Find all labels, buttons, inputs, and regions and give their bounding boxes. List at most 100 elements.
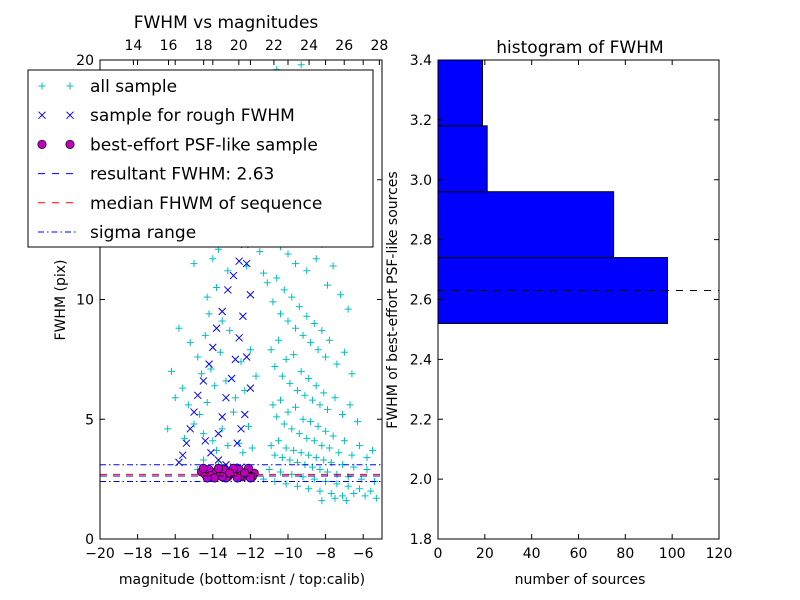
data-point-plus (205, 310, 213, 318)
data-point-cross (199, 377, 208, 385)
data-point-plus (276, 310, 284, 318)
legend-cross-marker (66, 111, 74, 120)
data-point-cross (190, 408, 198, 416)
data-point-plus (293, 458, 301, 466)
x-tick-label: −12 (236, 546, 266, 562)
legend-label: resultant FWHM: 2.63 (90, 165, 274, 185)
legend-circle-marker (37, 139, 47, 149)
legend-label: all sample (90, 77, 177, 97)
x-tick-label: −10 (273, 546, 303, 562)
data-point-plus (284, 250, 292, 258)
data-point-plus (316, 466, 324, 474)
data-point-plus (312, 255, 320, 263)
x-tick-label: −14 (198, 546, 228, 562)
data-point-plus (297, 367, 305, 375)
x-tick-label: 80 (616, 546, 634, 562)
data-point-plus (252, 372, 260, 380)
data-point-plus (209, 255, 217, 263)
y-tick-label: 2.0 (410, 472, 432, 488)
histogram-bar (437, 59, 483, 127)
data-point-plus (271, 363, 279, 371)
data-point-plus (288, 425, 296, 433)
data-point-plus (314, 422, 322, 430)
legend-item: median FHWM of sequence (38, 194, 322, 214)
data-point-plus (280, 286, 288, 294)
data-point-plus (288, 470, 296, 478)
data-point-plus (175, 324, 183, 332)
data-point-cross (246, 290, 255, 299)
data-point-plus (310, 319, 318, 327)
data-point-plus (329, 432, 337, 440)
data-point-plus (299, 473, 307, 481)
data-point-plus (312, 382, 320, 390)
data-point-cross (182, 439, 191, 448)
data-point-plus (218, 425, 226, 433)
data-point-plus (198, 370, 206, 378)
data-point-plus (305, 485, 313, 493)
data-point-plus (318, 327, 326, 335)
data-point-plus (199, 456, 207, 464)
data-point-plus (292, 403, 300, 411)
data-point-cross (212, 324, 221, 333)
data-point-plus (203, 293, 211, 301)
data-point-plus (363, 466, 371, 474)
data-point-plus (316, 487, 324, 495)
data-point-plus (164, 425, 172, 433)
data-point-plus (325, 444, 333, 452)
data-point-plus (280, 420, 288, 428)
data-point-plus (276, 468, 284, 476)
data-point-cross (242, 353, 251, 361)
x-tick-label: 0 (434, 546, 443, 562)
data-point-plus (167, 367, 175, 375)
data-point-cross (193, 391, 202, 400)
data-point-plus (303, 267, 311, 275)
data-point-plus (273, 413, 281, 421)
data-point-plus (224, 267, 232, 275)
data-point-plus (194, 353, 202, 361)
scatter-x-label: magnitude (bottom:isnt / top:calib) (119, 572, 365, 588)
data-point-cross (235, 257, 243, 266)
data-point-plus (282, 480, 290, 488)
data-point-plus (201, 331, 209, 339)
y-tick-label: 2.8 (410, 233, 432, 249)
data-point-plus (299, 331, 307, 339)
data-point-cross (205, 360, 213, 369)
top-tick-label: 16 (160, 38, 178, 54)
legend-item: sample for rough FWHM (38, 106, 295, 126)
data-point-cross (178, 451, 187, 460)
data-point-plus (350, 489, 358, 497)
x-tick-label: −16 (160, 546, 190, 562)
data-point-cross (218, 413, 227, 421)
legend-item: best-effort PSF-like sample (37, 135, 318, 155)
data-point-plus (284, 317, 292, 325)
data-point-plus (323, 406, 331, 414)
data-point-cross (246, 384, 255, 392)
data-point-plus (331, 494, 339, 502)
data-point-plus (179, 384, 187, 392)
data-point-plus (335, 449, 343, 457)
data-point-cross (201, 436, 210, 445)
data-point-plus (267, 442, 275, 450)
data-point-circle (210, 473, 220, 483)
data-point-circle (232, 473, 242, 483)
legend-circle-marker (65, 139, 75, 149)
data-point-plus (269, 401, 277, 409)
data-point-plus (293, 482, 301, 490)
data-point-plus (213, 446, 221, 454)
scatter-y-label: FWHM (pix) (53, 260, 69, 341)
data-point-plus (218, 317, 226, 325)
data-point-plus (276, 396, 284, 404)
x-tick-label: 20 (476, 546, 494, 562)
data-point-plus (269, 298, 277, 306)
data-point-plus (245, 422, 253, 430)
data-point-plus (367, 487, 375, 495)
data-point-plus (290, 351, 298, 359)
scatter-y-ticks: 0 5 10 20 (76, 53, 382, 548)
data-point-cross (237, 424, 245, 433)
series-o-2 (196, 463, 259, 483)
data-point-plus (275, 336, 283, 344)
data-point-plus (231, 394, 239, 402)
x-tick-label: −18 (123, 546, 153, 562)
data-point-cross (233, 439, 242, 448)
